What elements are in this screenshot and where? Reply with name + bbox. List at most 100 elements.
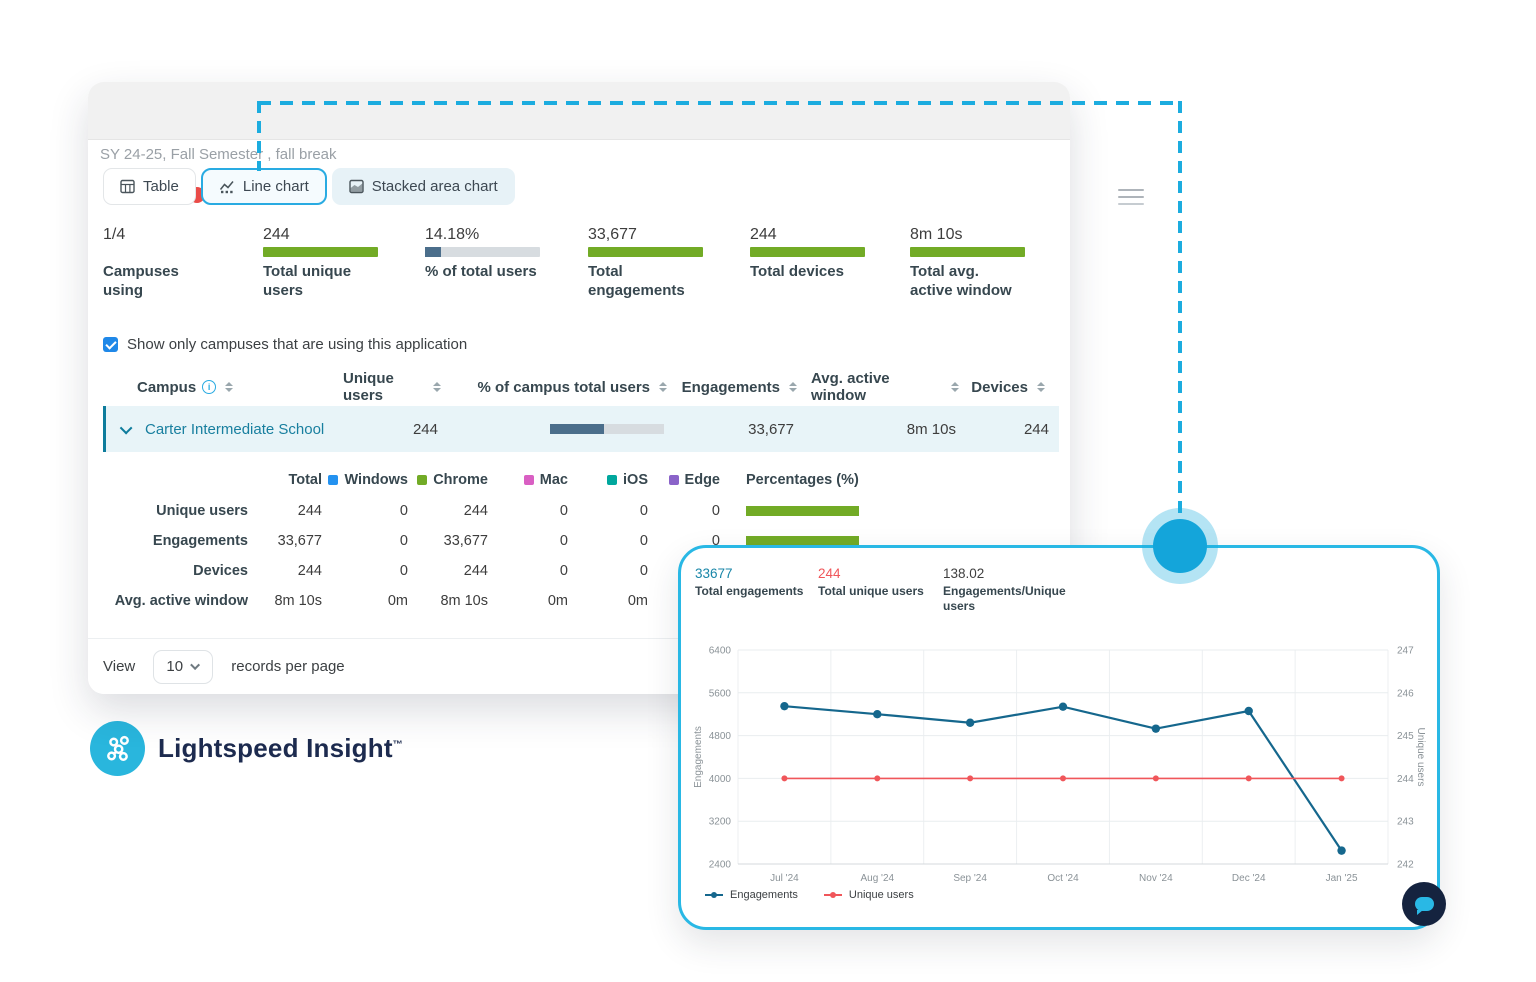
column-header-devices[interactable]: Devices [971, 379, 1059, 396]
row-unique-users: 244 [412, 420, 438, 438]
svg-text:Engagements: Engagements [693, 726, 704, 788]
breakdown-header-windows: Windows [322, 472, 408, 488]
stat-value: 1/4 [103, 226, 126, 243]
legend-item-engagements[interactable]: Engagements [705, 889, 798, 901]
mac-legend-swatch [523, 475, 534, 485]
svg-text:242: 242 [1397, 860, 1414, 871]
stat-value: 14.18% [425, 226, 480, 243]
tab-line-chart[interactable]: Line chart [200, 168, 327, 205]
breakdown-value: 244 [463, 563, 488, 579]
row-engagements: 33,677 [748, 420, 794, 438]
breakdown-header-total: Total [288, 472, 322, 488]
column-header-engagements[interactable]: Engagements [681, 379, 811, 396]
sort-icon[interactable] [225, 382, 234, 392]
line-chart-panel: 33677 Total engagements 244 Total unique us… [678, 545, 1440, 930]
show-only-campuses-label: Show only campuses that are using this a… [127, 336, 468, 353]
legend-marker [705, 892, 723, 898]
column-header-avg-active-window[interactable]: Avg. active window [811, 370, 973, 404]
panel-stat-label: Total unique users [818, 584, 924, 598]
table-row[interactable]: Carter Intermediate School 244 33,677 8m… [103, 406, 1059, 452]
tab-table-label: Table [143, 178, 179, 195]
collapse-row-chevron-icon[interactable] [119, 421, 133, 434]
breakdown-header-mac: Mac [488, 472, 568, 488]
sort-icon[interactable] [1037, 382, 1045, 392]
breakdown-header-percentages: Percentages (%) [746, 472, 859, 488]
stat-label: Total avg. active window [910, 263, 1012, 299]
panel-stat-value: 33677 [695, 566, 733, 581]
window-titlebar [88, 82, 1070, 140]
svg-text:Dec '24: Dec '24 [1232, 873, 1266, 884]
info-icon[interactable] [202, 380, 217, 394]
legend-label: Unique users [848, 889, 914, 901]
stat-label: Total engagements [588, 263, 685, 299]
svg-text:3200: 3200 [709, 817, 732, 828]
page-size-value: 10 [166, 658, 184, 675]
column-header-unique-users[interactable]: Unique users [343, 370, 455, 404]
campus-link[interactable]: Carter Intermediate School [145, 420, 325, 438]
chat-help-button[interactable] [1402, 882, 1446, 926]
svg-text:247: 247 [1397, 646, 1414, 657]
breakdown-value: 0 [639, 503, 648, 519]
chat-bubble-icon [1414, 897, 1434, 915]
breakdown-value: 0 [399, 533, 408, 549]
tab-stacked-area-chart-label: Stacked area chart [371, 178, 498, 195]
summary-stat: 244 Total unique users [263, 226, 393, 300]
sort-icon[interactable] [789, 382, 797, 392]
sort-icon[interactable] [433, 382, 441, 392]
stat-bar [910, 247, 1025, 257]
breakdown-value: 0 [559, 533, 568, 549]
stat-bar-fill [425, 247, 442, 257]
records-per-page-label: records per page [231, 658, 345, 675]
column-header--of-campus-total-users[interactable]: % of campus total users [455, 379, 681, 396]
trademark-symbol: ™ [392, 739, 403, 751]
panel-stat-label: Engagements/Unique users [943, 584, 1066, 613]
summary-stat: 8m 10s Total avg. active window [910, 226, 1040, 300]
percentage-bar [746, 536, 859, 546]
svg-text:Aug '24: Aug '24 [860, 873, 894, 884]
percentage-bar [746, 506, 859, 516]
chrome-legend-swatch [417, 475, 428, 485]
svg-text:Jan '25: Jan '25 [1326, 873, 1358, 884]
platform-label: iOS [623, 472, 648, 488]
platform-label: Edge [684, 472, 720, 488]
column-header-label: Campus [137, 378, 197, 396]
breakdown-value: 8m 10s [440, 593, 488, 609]
callout-node-dot [1153, 519, 1207, 573]
breakdown-row-unique-users: Unique users 244 0 244 0 0 0 [103, 496, 903, 526]
breakdown-value: 33,677 [443, 533, 488, 549]
sort-icon[interactable] [951, 382, 959, 392]
page-size-select[interactable]: 10 [153, 649, 214, 684]
legend-marker [823, 892, 842, 898]
table-header-row: Campus Unique users % of campus total user… [103, 370, 1059, 404]
legend-item-unique-users[interactable]: Unique users [823, 889, 914, 901]
logo-wordmark: Lightspeed Insight™ [158, 733, 403, 763]
callout-dash-vertical [1178, 101, 1182, 513]
legend-marker-dot [829, 892, 836, 898]
summary-stat: 14.18% % of total users [425, 226, 555, 281]
svg-text:Nov '24: Nov '24 [1139, 873, 1173, 884]
breakdown-value: 8m 10s [274, 593, 322, 609]
menu-icon[interactable] [1118, 189, 1144, 210]
chart-legend: Engagements Unique users [705, 889, 914, 901]
platform-label: Chrome [433, 472, 488, 488]
sort-icon[interactable] [659, 382, 667, 392]
breakdown-value: 0m [627, 593, 648, 609]
show-only-campuses-checkbox[interactable] [103, 337, 118, 352]
breakdown-header-row: Total Windows Chrome Mac iOS Edge Percentages … [103, 466, 903, 494]
chevron-down-icon [190, 660, 201, 671]
line-chart-icon [219, 181, 234, 194]
ios-legend-swatch [607, 475, 618, 485]
lightspeed-logo-icon [90, 721, 145, 776]
breakdown-value: 0 [639, 563, 648, 579]
stat-label: Total devices [750, 263, 844, 280]
tab-stacked-area-chart[interactable]: Stacked area chart [331, 168, 515, 205]
tab-table[interactable]: Table [103, 168, 196, 205]
breakdown-row-label: Avg. active window [114, 593, 248, 609]
windows-legend-swatch [328, 475, 339, 485]
column-header-campus[interactable]: Campus [103, 379, 343, 396]
breakdown-value: 0 [559, 503, 568, 519]
breakdown-value: 0 [711, 503, 720, 519]
svg-text:2400: 2400 [709, 860, 732, 871]
row-avg-active-window: 8m 10s [906, 420, 956, 438]
svg-text:4800: 4800 [709, 731, 732, 742]
